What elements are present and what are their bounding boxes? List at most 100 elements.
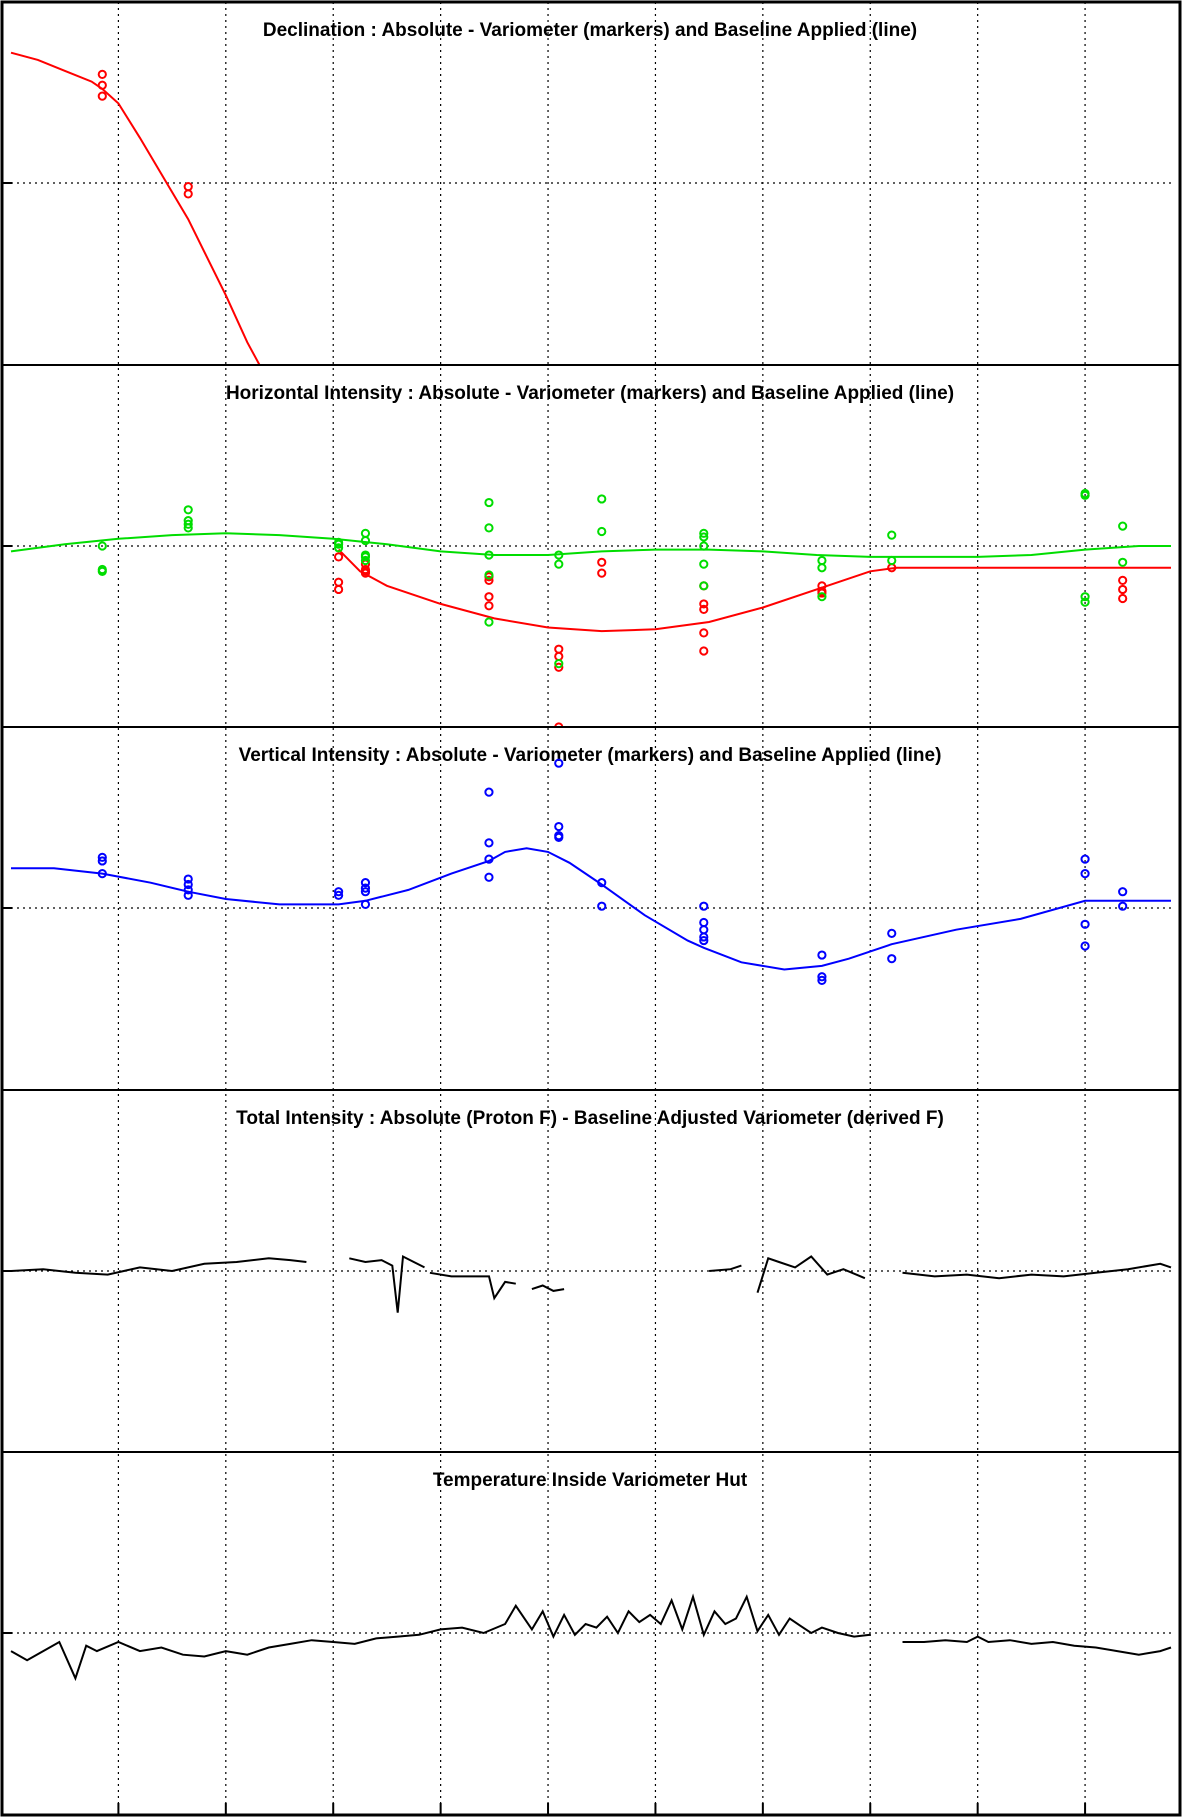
data-marker (1118, 584, 1128, 595)
data-marker (699, 559, 709, 569)
data-marker (360, 568, 371, 578)
data-line (10, 51, 261, 364)
data-line (531, 1284, 565, 1292)
data-marker (554, 644, 564, 654)
data-marker (484, 570, 494, 580)
panel-title: Total Intensity : Absolute (Proton F) - … (236, 1108, 944, 1129)
data-marker (484, 854, 494, 864)
data-marker (183, 189, 193, 199)
data-marker (333, 890, 344, 900)
data-marker (554, 659, 564, 669)
data-line (429, 1271, 516, 1301)
data-line (756, 1255, 866, 1293)
data-marker (699, 604, 709, 614)
data-marker (1118, 901, 1128, 911)
data-marker (333, 539, 344, 549)
data-marker (817, 563, 827, 573)
data-marker (554, 722, 564, 727)
data-marker (699, 599, 709, 609)
data-marker (1080, 869, 1090, 879)
data-marker (97, 541, 107, 551)
data-line (11, 847, 1171, 971)
data-marker (484, 838, 494, 848)
data-marker (699, 541, 709, 551)
data-marker (333, 543, 344, 553)
data-marker (333, 552, 344, 562)
data-marker (484, 550, 494, 560)
data-marker (183, 879, 193, 890)
data-line (349, 1254, 425, 1313)
data-marker (887, 530, 897, 540)
data-marker (183, 890, 193, 900)
data-marker (360, 899, 371, 909)
data-marker (484, 523, 494, 533)
data-marker (887, 954, 897, 964)
data-marker (484, 872, 494, 882)
data-marker (183, 519, 193, 529)
data-marker (183, 182, 193, 192)
data-marker (699, 528, 709, 538)
data-marker (484, 787, 494, 797)
data-marker (1118, 593, 1128, 604)
data-marker (554, 651, 564, 662)
data-marker (1080, 597, 1090, 607)
data-marker (1080, 941, 1090, 951)
panel-title: Declination : Absolute - Variometer (mar… (263, 20, 917, 41)
data-line (337, 548, 1171, 633)
data-marker (333, 577, 344, 587)
data-marker (699, 581, 709, 591)
data-marker (360, 883, 371, 893)
data-line (10, 1593, 871, 1682)
data-marker (699, 628, 709, 638)
data-marker (1080, 488, 1090, 499)
data-line (10, 532, 1171, 558)
data-marker (484, 601, 494, 611)
data-marker (1118, 521, 1128, 531)
panel-title: Vertical Intensity : Absolute - Variomet… (239, 745, 942, 766)
data-marker (597, 878, 607, 888)
panel-temperature: Temperature Inside Variometer Hut (433, 1470, 748, 1491)
data-marker (1080, 592, 1090, 602)
data-marker (597, 901, 607, 911)
data-marker (554, 550, 564, 560)
data-line (709, 1264, 742, 1272)
data-marker (1118, 887, 1128, 897)
data-marker (554, 821, 564, 832)
data-marker (97, 869, 107, 879)
data-line (10, 1257, 307, 1276)
panel-title: Horizontal Intensity : Absolute - Variom… (226, 383, 954, 404)
data-marker (1080, 854, 1090, 864)
data-marker (699, 932, 709, 942)
data-marker (183, 885, 193, 895)
data-marker (887, 928, 897, 938)
data-marker (817, 588, 827, 598)
data-marker (699, 925, 709, 935)
data-marker (554, 758, 564, 768)
data-layer (10, 51, 1172, 1682)
data-marker (360, 535, 371, 546)
data-marker (699, 935, 709, 946)
data-marker (597, 557, 607, 567)
panel-total-intensity: Total Intensity : Absolute (Proton F) - … (236, 1108, 944, 1129)
data-marker (699, 646, 709, 656)
panel-data-0 (10, 51, 261, 364)
data-marker (597, 494, 607, 504)
data-marker (360, 555, 371, 566)
panel-data-3 (10, 1254, 1172, 1313)
data-marker (1080, 919, 1090, 929)
data-marker (183, 505, 193, 515)
data-marker (817, 950, 827, 960)
data-marker (97, 69, 107, 80)
data-marker (1118, 575, 1128, 585)
data-marker (887, 555, 897, 566)
data-marker (183, 874, 193, 884)
data-marker (97, 80, 107, 90)
data-marker (554, 662, 564, 672)
data-marker (484, 575, 494, 585)
data-marker (97, 856, 107, 866)
data-line (902, 1262, 1172, 1280)
panel-title: Temperature Inside Variometer Hut (433, 1470, 748, 1491)
